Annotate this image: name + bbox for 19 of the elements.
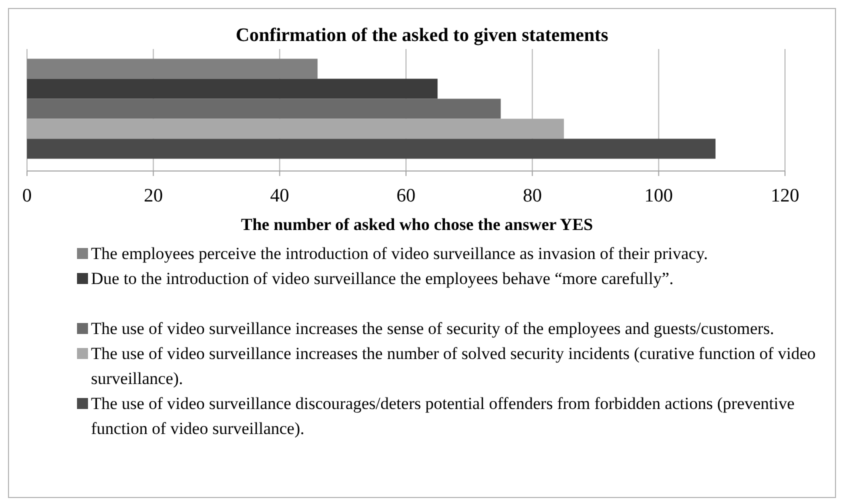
bar [27,78,438,99]
legend-label: The employees perceive the introduction of video surveillance as invasion of their privacy. [91,243,708,265]
bar [27,58,318,79]
x-tick-label: 20 [144,185,163,206]
legend-label: The use of video surveillance increases the sense of security of the employees and guests/customers. [91,318,774,340]
x-tick-label: 40 [270,185,290,206]
bar [27,118,564,139]
x-tick-label: 0 [22,185,32,206]
chart-title: Confirmation of the asked to given statements [234,25,610,47]
x-tick-label: 60 [396,185,416,206]
legend-label: Due to the introduction of video surveillance the employees behave “more carefully”. [91,268,674,290]
x-axis-title: The number of asked who chose the answer YES [240,215,594,235]
legend-label: The use of video surveillance discourages/deters potential offenders from forbidden actions (preventive function of video surveillance). [91,393,796,440]
bar [27,138,716,159]
x-tick-label: 80 [522,185,542,206]
x-tick-label: 120 [770,185,800,206]
legend-label: The use of video surveillance increases the number of solved security incidents (curative function of video surveillance). [91,343,817,390]
bar [27,98,501,119]
x-tick-label: 100 [644,185,673,206]
